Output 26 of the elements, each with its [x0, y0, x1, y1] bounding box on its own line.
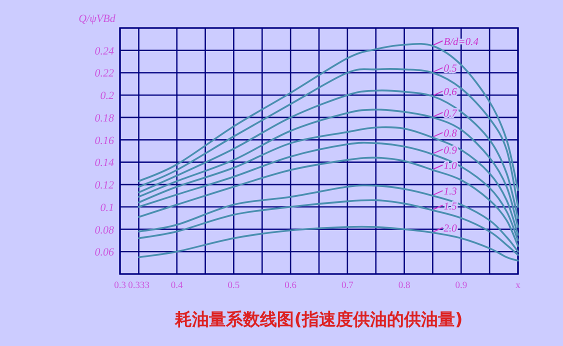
- y-tick-label: 0.16: [94, 134, 114, 147]
- series-label: 0.5: [444, 64, 457, 75]
- series-label: 0.8: [444, 128, 458, 140]
- series-label: 0.9: [444, 145, 458, 156]
- y-tick-label: 0.2: [100, 90, 114, 102]
- y-tick-label: 0.08: [94, 224, 114, 236]
- y-axis-title: Q/ψVBd: [78, 13, 116, 25]
- y-tick-label: 0.14: [94, 157, 114, 170]
- y-tick-label: 0.06: [94, 246, 114, 259]
- x-tick-label: 0.7: [341, 281, 354, 291]
- y-tick-label: 0.24: [94, 45, 114, 58]
- x-tick-label: 0.4: [170, 281, 184, 291]
- x-tick-label: 0.333: [128, 281, 150, 291]
- series-label: 1.0: [444, 161, 458, 172]
- x-tick-label: x: [516, 281, 521, 291]
- x-tick-label: 0.9: [455, 281, 468, 291]
- x-tick-label: 0.6: [284, 281, 297, 291]
- y-tick-label: 0.18: [94, 112, 114, 124]
- series-label: 1.3: [444, 186, 457, 198]
- y-tick-label: 0.12: [94, 180, 114, 192]
- y-tick-label: 0.1: [100, 202, 114, 214]
- y-tick-label: 0.22: [94, 68, 114, 80]
- x-tick-label: 0.8: [398, 281, 410, 291]
- text: 耗油量系数线图(指速度供油的供油量): [174, 310, 463, 330]
- x-tick-label: 0.5: [228, 281, 240, 291]
- x-tick-label: 0.3: [114, 281, 126, 291]
